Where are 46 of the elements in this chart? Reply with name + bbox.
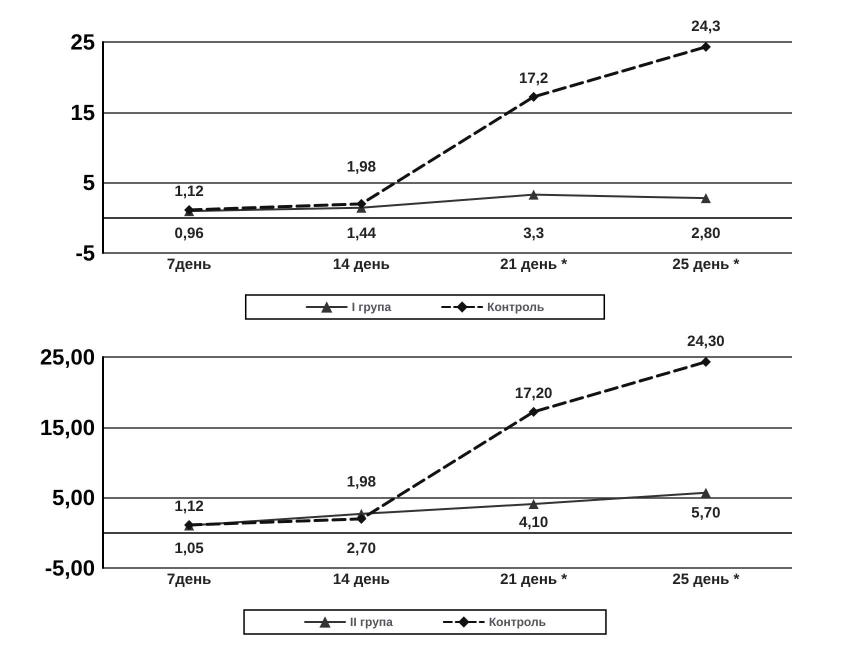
data-label: 4,10 bbox=[519, 514, 548, 531]
data-label: 2,80 bbox=[691, 224, 720, 242]
data-label: 17,2 bbox=[519, 70, 548, 87]
point bbox=[528, 406, 539, 417]
y-tick-label: 5,00 bbox=[52, 485, 95, 510]
data-label: 5,70 bbox=[691, 504, 720, 522]
data-label: 1,12 bbox=[174, 498, 204, 515]
point bbox=[528, 498, 539, 509]
y-tick-label: -5,00 bbox=[44, 556, 95, 580]
legend-label: Контроль bbox=[487, 300, 544, 314]
y-tick-label: 25,00 bbox=[40, 344, 95, 370]
point bbox=[700, 193, 711, 204]
point bbox=[356, 198, 366, 209]
point bbox=[700, 42, 711, 52]
legend-label: I група bbox=[352, 300, 392, 314]
y-tick-label: -5 bbox=[75, 240, 95, 266]
x-tick-label: 14 день bbox=[332, 571, 390, 588]
legend-label: Контроль bbox=[488, 615, 546, 629]
data-label: 2,70 bbox=[346, 540, 376, 557]
y-tick-label: 15,00 bbox=[40, 414, 95, 440]
point bbox=[528, 190, 539, 200]
point bbox=[700, 356, 711, 367]
y-tick-label: 5 bbox=[82, 170, 95, 196]
data-label: 0,96 bbox=[174, 224, 204, 242]
y-tick-label: 15 bbox=[70, 100, 95, 125]
x-tick-label: 21 день * bbox=[500, 571, 568, 588]
x-tick-label: 25 день * bbox=[672, 571, 740, 588]
y-tick-label: 25 bbox=[70, 30, 95, 54]
point bbox=[700, 488, 711, 498]
data-label: 1,12 bbox=[174, 182, 204, 200]
data-label: 24,3 bbox=[691, 18, 720, 35]
x-tick-label: 25 день * bbox=[672, 256, 740, 273]
x-tick-label: 14 день bbox=[332, 256, 390, 273]
x-tick-label: 7день bbox=[166, 571, 212, 588]
legend-label: II група bbox=[350, 615, 394, 629]
data-label: 1,05 bbox=[174, 540, 204, 557]
data-label: 24,30 bbox=[687, 333, 725, 350]
point bbox=[356, 514, 366, 524]
point bbox=[528, 92, 539, 102]
data-label: 1,98 bbox=[346, 158, 376, 176]
data-label: 1,98 bbox=[346, 474, 376, 491]
x-tick-label: 7день bbox=[166, 256, 212, 273]
data-label: 1,44 bbox=[346, 224, 377, 242]
data-label: 3,3 bbox=[523, 224, 544, 242]
data-label: 17,20 bbox=[514, 384, 552, 402]
x-tick-label: 21 день * bbox=[500, 256, 568, 273]
